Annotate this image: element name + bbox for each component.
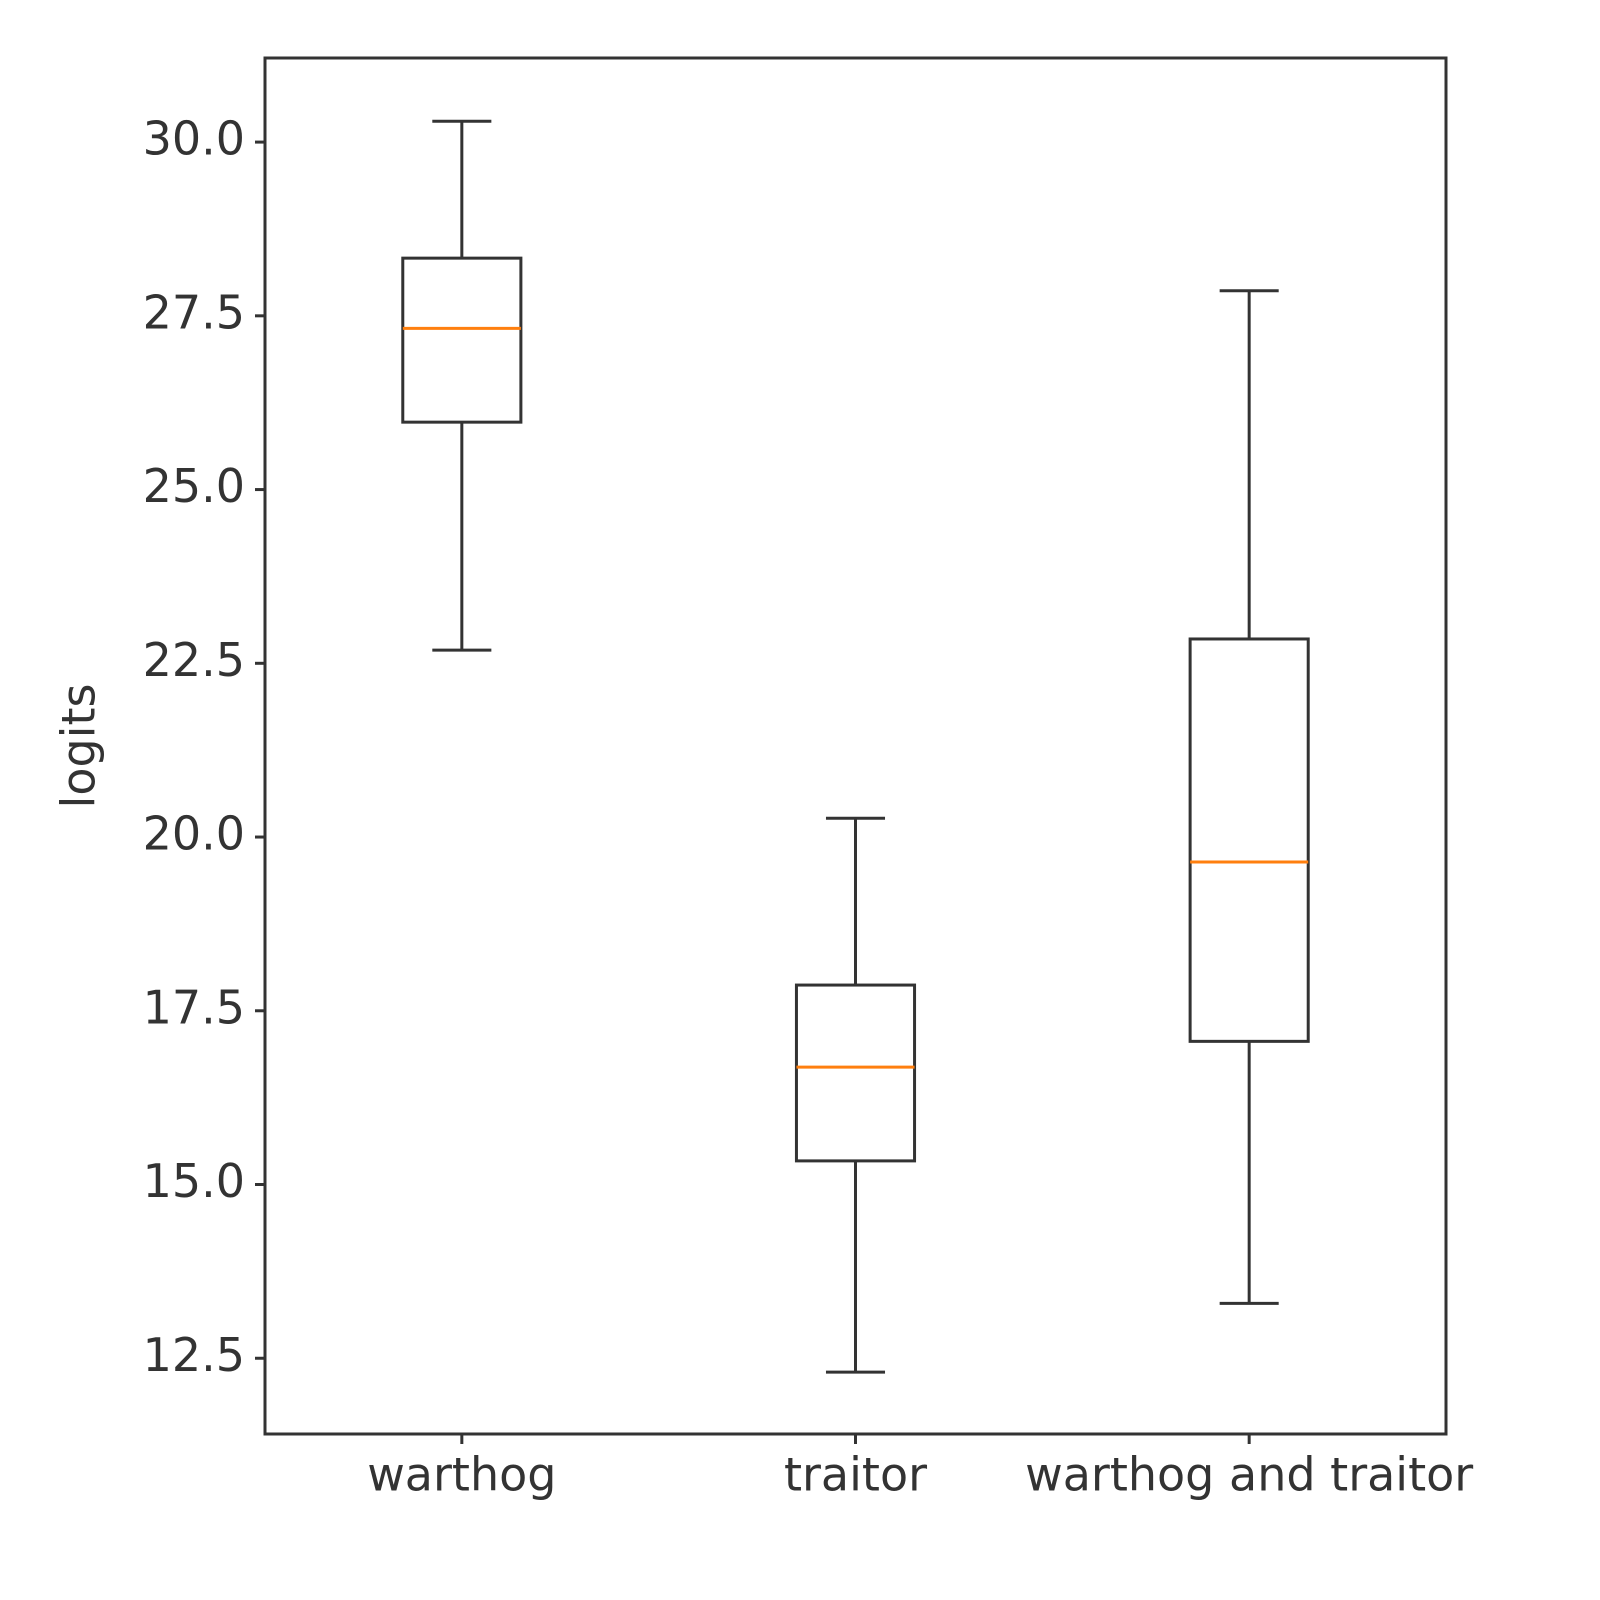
box bbox=[794, 983, 917, 1163]
y-tick-label: 12.5 bbox=[143, 1328, 245, 1382]
y-axis-label: logits bbox=[52, 684, 106, 809]
y-tick-label: 20.0 bbox=[143, 807, 245, 861]
y-tick-label: 15.0 bbox=[143, 1154, 245, 1208]
x-tick-label: warthog and traitor bbox=[1025, 1448, 1473, 1502]
y-tick-label: 17.5 bbox=[143, 980, 245, 1034]
x-tick-label: traitor bbox=[784, 1448, 927, 1502]
box bbox=[1188, 637, 1310, 1043]
x-tick-label: warthog bbox=[367, 1448, 556, 1502]
box bbox=[401, 256, 523, 424]
y-tick-label: 30.0 bbox=[143, 112, 245, 166]
y-tick-label: 25.0 bbox=[143, 459, 245, 513]
y-tick-label: 22.5 bbox=[143, 633, 245, 687]
y-tick-label: 27.5 bbox=[143, 285, 245, 339]
